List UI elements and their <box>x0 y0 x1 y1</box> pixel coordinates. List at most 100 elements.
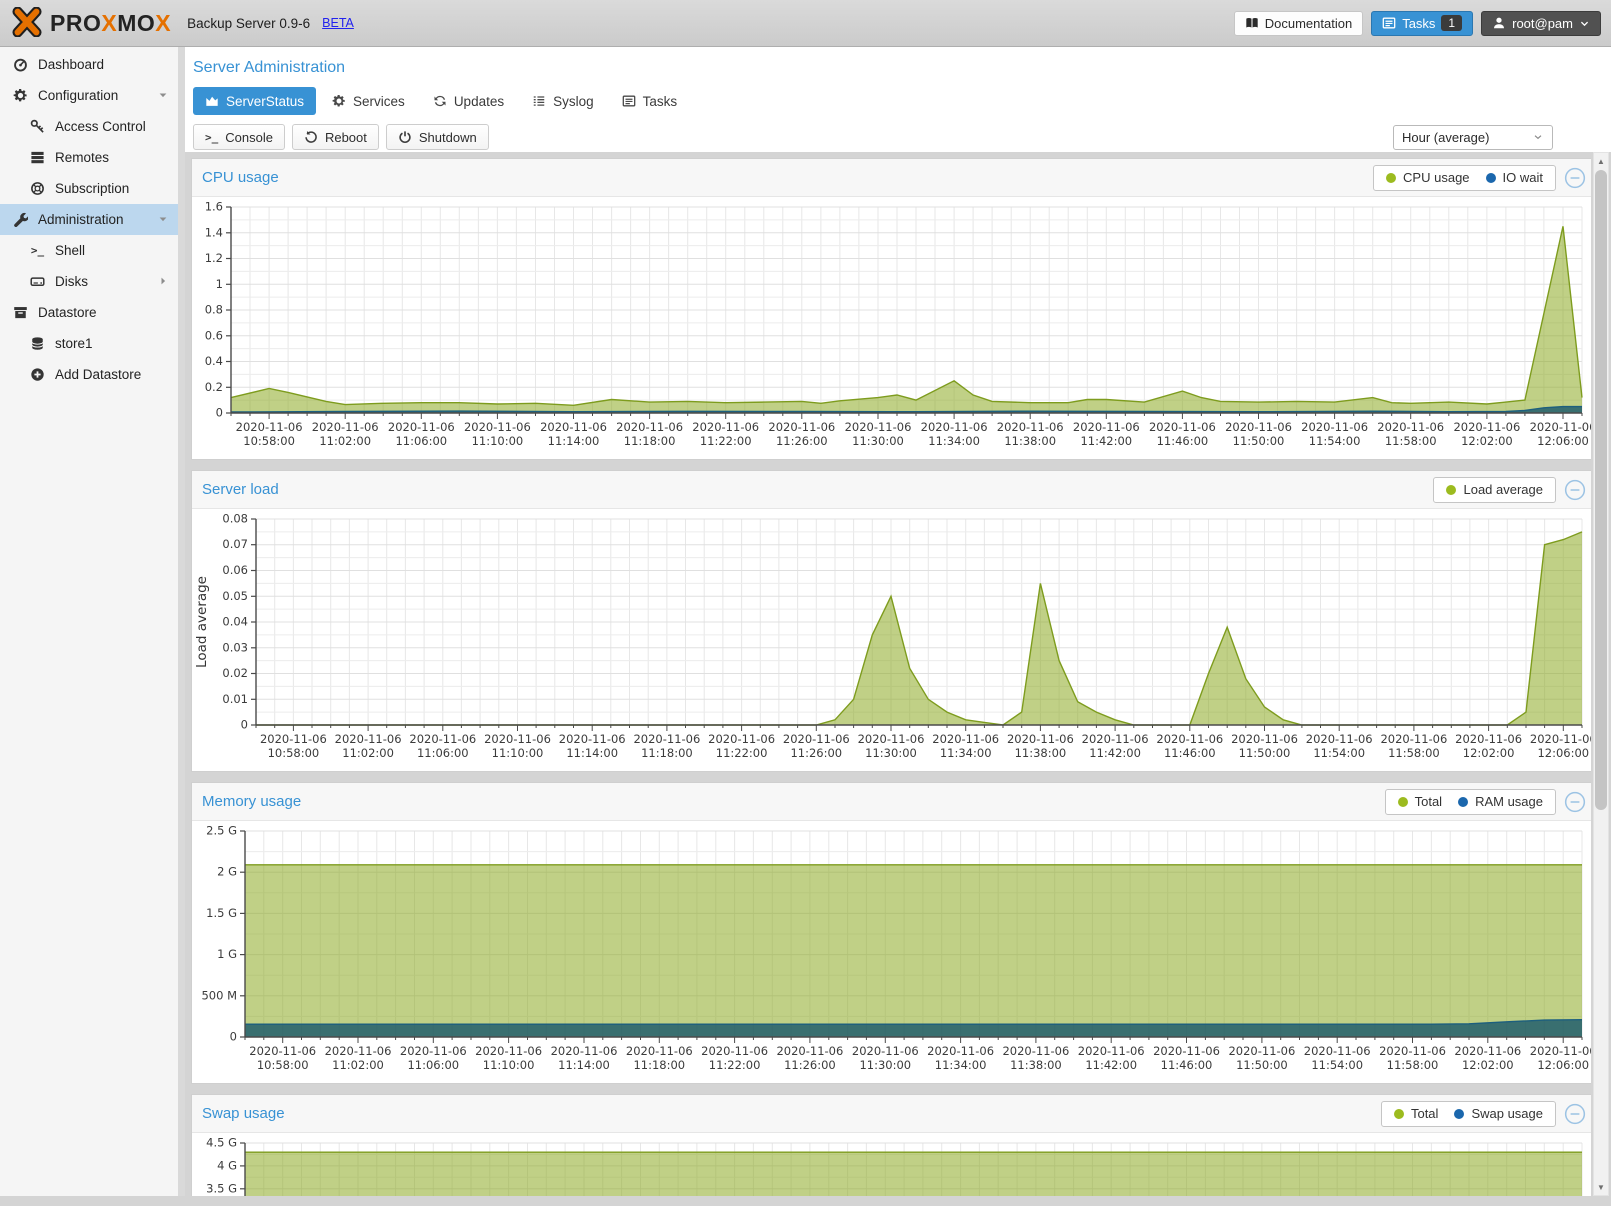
collapse-panel-button[interactable] <box>1564 1103 1586 1125</box>
legend-entry[interactable]: Total <box>1397 794 1442 809</box>
collapse-panel-button[interactable] <box>1564 167 1586 189</box>
main-area: Server Administration ServerStatus Servic… <box>185 47 1611 1206</box>
documentation-button[interactable]: Documentation <box>1233 10 1364 36</box>
svg-text:2020-11-06: 2020-11-06 <box>1306 732 1373 746</box>
svg-text:2020-11-06: 2020-11-06 <box>626 1044 693 1058</box>
sidebar-nav: Dashboard Configuration Access Control Remo… <box>0 47 185 1206</box>
svg-text:4.5 G: 4.5 G <box>206 1136 237 1150</box>
tasks-button[interactable]: Tasks 1 <box>1371 10 1474 36</box>
collapse-panel-button[interactable] <box>1564 479 1586 501</box>
sidebar-item-store1[interactable]: store1 <box>0 328 178 359</box>
tab-serverstatus[interactable]: ServerStatus <box>193 87 317 115</box>
swap-usage-legend[interactable]: Total Swap usage <box>1380 1100 1556 1127</box>
legend-dot-icon <box>1458 796 1469 807</box>
scroll-down-arrow[interactable]: ▼ <box>1597 1182 1605 1192</box>
svg-text:12:06:00: 12:06:00 <box>1537 434 1589 448</box>
svg-text:2020-11-06: 2020-11-06 <box>475 1044 542 1058</box>
button-label: Console <box>225 129 273 145</box>
sidebar-item-label: Datastore <box>38 305 97 320</box>
tasks-icon <box>1382 16 1396 30</box>
svg-text:0.01: 0.01 <box>222 692 248 706</box>
legend-entry[interactable]: RAM usage <box>1458 794 1543 809</box>
svg-text:11:46:00: 11:46:00 <box>1157 434 1209 448</box>
brand-letter: PRO <box>50 9 102 36</box>
sidebar-item-subscription[interactable]: Subscription <box>0 173 178 204</box>
cpu-usage-legend[interactable]: CPU usage IO wait <box>1373 164 1556 191</box>
sidebar-item-configuration[interactable]: Configuration <box>0 80 178 111</box>
sidebar-item-label: Shell <box>55 243 86 258</box>
svg-text:11:50:00: 11:50:00 <box>1236 1058 1288 1072</box>
reboot-button[interactable]: Reboot <box>291 124 379 150</box>
tab-updates[interactable]: Updates <box>421 87 516 115</box>
svg-text:11:38:00: 11:38:00 <box>1004 434 1056 448</box>
server-load-panel: Server load Load average 0 0.01 0.02 0.03 0.04… <box>191 470 1591 772</box>
power-icon <box>398 130 412 144</box>
svg-text:1.2: 1.2 <box>205 251 223 265</box>
svg-text:11:46:00: 11:46:00 <box>1161 1058 1213 1072</box>
sidebar-item-administration[interactable]: Administration <box>0 204 178 235</box>
sidebar-item-access-control[interactable]: Access Control <box>0 111 178 142</box>
timeframe-select[interactable]: Hour (average) <box>1393 124 1553 150</box>
svg-text:2020-11-06: 2020-11-06 <box>1231 732 1298 746</box>
svg-text:1.6: 1.6 <box>205 200 223 214</box>
sidebar-item-add-datastore[interactable]: Add Datastore <box>0 359 178 390</box>
legend-dot-icon <box>1446 484 1457 495</box>
product-version: Backup Server 0.9-6 <box>187 15 311 31</box>
svg-text:11:06:00: 11:06:00 <box>407 1058 459 1072</box>
tab-tasks[interactable]: Tasks <box>610 87 690 115</box>
sidebar-item-label: store1 <box>55 336 93 351</box>
svg-text:11:18:00: 11:18:00 <box>624 434 676 448</box>
sidebar-item-disks[interactable]: Disks <box>0 266 178 297</box>
sidebar-item-remotes[interactable]: Remotes <box>0 142 178 173</box>
tab-label: Updates <box>453 93 505 109</box>
legend-label: Load average <box>1463 482 1543 497</box>
svg-text:2020-11-06: 2020-11-06 <box>932 732 999 746</box>
legend-entry[interactable]: Swap usage <box>1454 1106 1543 1121</box>
tab-services[interactable]: Services <box>320 87 417 115</box>
sidebar-item-dashboard[interactable]: Dashboard <box>0 49 178 80</box>
gauge-icon <box>12 57 29 72</box>
tab-syslog[interactable]: Syslog <box>520 87 606 115</box>
svg-text:2020-11-06: 2020-11-06 <box>1002 1044 1069 1058</box>
server-load-legend[interactable]: Load average <box>1433 476 1556 503</box>
user-menu-button[interactable]: root@pam <box>1481 10 1601 36</box>
memory-usage-legend[interactable]: Total RAM usage <box>1384 788 1556 815</box>
legend-dot-icon <box>1393 1108 1404 1119</box>
collapse-panel-button[interactable] <box>1564 791 1586 813</box>
svg-text:11:54:00: 11:54:00 <box>1311 1058 1363 1072</box>
svg-text:11:30:00: 11:30:00 <box>859 1058 911 1072</box>
svg-text:3.5 G: 3.5 G <box>206 1181 237 1195</box>
tab-label: Tasks <box>642 93 678 109</box>
svg-text:11:10:00: 11:10:00 <box>472 434 524 448</box>
svg-text:2020-11-06: 2020-11-06 <box>1149 420 1216 434</box>
sidebar-item-shell[interactable]: >_ Shell <box>0 235 178 266</box>
svg-text:0: 0 <box>216 406 223 420</box>
svg-text:11:14:00: 11:14:00 <box>558 1058 610 1072</box>
svg-text:2020-11-06: 2020-11-06 <box>927 1044 994 1058</box>
scroll-up-arrow[interactable]: ▲ <box>1597 156 1605 166</box>
svg-text:2020-11-06: 2020-11-06 <box>1073 420 1140 434</box>
svg-text:11:14:00: 11:14:00 <box>548 434 600 448</box>
legend-entry[interactable]: Total <box>1393 1106 1438 1121</box>
cpu-usage-panel-header: CPU usage CPU usage IO wait <box>192 159 1591 197</box>
vertical-scrollbar[interactable]: ▲ ▼ <box>1593 152 1609 1196</box>
sidebar-item-datastore[interactable]: Datastore <box>0 297 178 328</box>
svg-text:1.5 G: 1.5 G <box>206 906 237 920</box>
svg-text:11:22:00: 11:22:00 <box>716 746 768 760</box>
gears-icon <box>12 88 29 103</box>
legend-entry[interactable]: CPU usage <box>1386 170 1470 185</box>
beta-link[interactable]: BETA <box>322 16 354 30</box>
svg-text:12:02:00: 12:02:00 <box>1462 1058 1514 1072</box>
scroll-thumb[interactable] <box>1595 170 1607 810</box>
database-icon <box>29 336 46 351</box>
console-button[interactable]: >_ Console <box>193 124 285 150</box>
shutdown-button[interactable]: Shutdown <box>385 124 489 150</box>
window-bottom-edge <box>0 1196 1611 1206</box>
legend-entry[interactable]: Load average <box>1446 482 1543 497</box>
svg-text:10:58:00: 10:58:00 <box>257 1058 309 1072</box>
svg-text:2020-11-06: 2020-11-06 <box>325 1044 392 1058</box>
svg-text:2020-11-06: 2020-11-06 <box>858 732 925 746</box>
svg-text:2020-11-06: 2020-11-06 <box>997 420 1064 434</box>
legend-entry[interactable]: IO wait <box>1485 170 1543 185</box>
